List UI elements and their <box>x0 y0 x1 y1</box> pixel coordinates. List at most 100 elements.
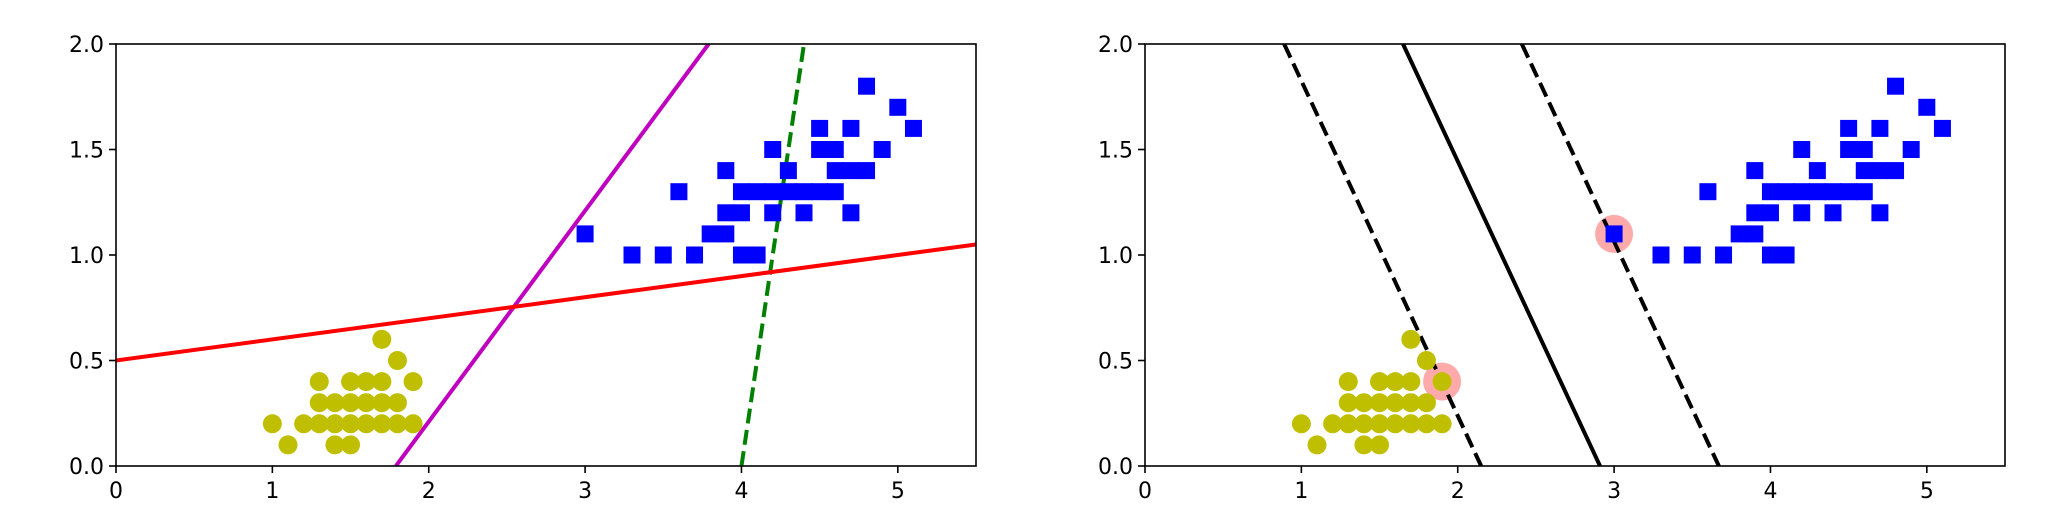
data-point-square <box>904 119 922 137</box>
data-point-circle <box>1354 393 1374 413</box>
data-point-square <box>686 246 704 264</box>
data-point-square <box>1699 183 1717 201</box>
data-point-circle <box>356 372 376 392</box>
data-point-square <box>1871 204 1889 222</box>
data-point-circle <box>262 414 282 434</box>
data-point-square <box>701 225 719 243</box>
solid-boundary-line <box>394 44 711 466</box>
data-point-square <box>1777 183 1795 201</box>
data-point-circle <box>309 414 329 434</box>
data-point-circle <box>341 414 361 434</box>
x-tick-label: 5 <box>1920 479 1934 504</box>
y-tick-label: 2.0 <box>69 33 104 58</box>
y-tick-label: 1.0 <box>1098 244 1133 269</box>
data-point-circle <box>1291 414 1311 434</box>
data-point-square <box>748 183 766 201</box>
y-tick-label: 1.5 <box>1098 139 1133 164</box>
data-point-circle <box>356 414 376 434</box>
x-tick-label: 4 <box>1763 479 1777 504</box>
data-point-square <box>858 77 876 95</box>
data-point-square <box>889 98 907 116</box>
data-point-square <box>779 162 797 180</box>
data-point-square <box>1855 183 1873 201</box>
x-tick-label: 1 <box>265 479 279 504</box>
data-point-square <box>732 183 750 201</box>
data-point-square <box>1840 119 1858 137</box>
data-point-circle <box>1385 372 1405 392</box>
data-point-square <box>654 246 672 264</box>
left-plot: 0 1 2 3 4 5 0.0 0.5 1.0 1.5 2.0 <box>69 33 977 504</box>
data-point-square <box>1605 225 1623 243</box>
dashed-boundary-line <box>1282 44 1483 466</box>
data-point-circle <box>341 435 361 455</box>
data-point-square <box>717 225 735 243</box>
data-point-circle <box>403 414 423 434</box>
y-tick-label: 0.5 <box>1098 350 1133 375</box>
data-point-circle <box>1416 414 1436 434</box>
data-point-circle <box>1354 414 1374 434</box>
data-point-circle <box>387 414 407 434</box>
data-point-square <box>873 141 891 158</box>
data-point-circle <box>278 435 298 455</box>
data-point-circle <box>1416 351 1436 370</box>
data-point-circle <box>372 414 392 434</box>
dashed-boundary-line <box>739 44 806 466</box>
data-point-circle <box>1370 393 1390 413</box>
data-point-square <box>764 183 782 201</box>
data-point-square <box>732 204 750 222</box>
data-point-square <box>795 183 813 201</box>
y-tick-label: 0.0 <box>1098 455 1133 480</box>
x-tick-label: 3 <box>1607 479 1621 504</box>
data-point-square <box>842 204 860 222</box>
data-point-square <box>717 204 735 222</box>
data-point-square <box>826 162 844 180</box>
plot-area <box>116 44 976 466</box>
axes-frame <box>1144 43 2006 467</box>
data-point-square <box>1840 141 1858 158</box>
data-point-square <box>1887 77 1905 95</box>
data-point-square <box>811 141 829 158</box>
data-point-square <box>1887 162 1905 180</box>
data-point-circle <box>372 372 392 392</box>
y-tick-label: 1.0 <box>69 244 104 269</box>
data-point-square <box>1652 246 1670 264</box>
data-point-square <box>1793 141 1811 158</box>
data-point-circle <box>341 393 361 413</box>
data-point-circle <box>1385 414 1405 434</box>
data-point-circle <box>294 414 314 434</box>
data-point-circle <box>403 372 423 392</box>
plot-area <box>1282 44 1951 466</box>
data-point-square <box>1761 204 1779 222</box>
data-point-circle <box>1370 435 1390 455</box>
data-point-square <box>1824 183 1842 201</box>
axes-frame <box>115 43 977 467</box>
data-point-square <box>858 162 876 180</box>
x-tick-label: 3 <box>578 479 592 504</box>
data-point-square <box>842 162 860 180</box>
data-point-circle <box>1401 372 1421 392</box>
data-point-circle <box>1370 414 1390 434</box>
data-point-square <box>1918 98 1936 116</box>
x-tick-label: 4 <box>734 479 748 504</box>
data-point-circle <box>356 393 376 413</box>
data-point-square <box>764 204 782 222</box>
data-point-square <box>1871 119 1889 137</box>
x-tick-label: 2 <box>422 479 436 504</box>
solid-boundary-line <box>1401 44 1602 466</box>
data-point-circle <box>309 372 329 392</box>
data-point-square <box>1871 162 1889 180</box>
y-tick-label: 0.5 <box>69 350 104 375</box>
data-point-circle <box>1401 414 1421 434</box>
data-point-circle <box>372 329 392 349</box>
data-point-square <box>1824 204 1842 222</box>
right-plot: 0 1 2 3 4 5 0.0 0.5 1.0 1.5 2.0 <box>1098 33 2006 504</box>
data-point-circle <box>372 393 392 413</box>
x-tick-label: 5 <box>891 479 905 504</box>
data-point-square <box>623 246 641 264</box>
data-point-square <box>1683 246 1701 264</box>
data-point-circle <box>1432 414 1452 434</box>
solid-boundary-line <box>116 242 976 363</box>
data-point-circle <box>1338 393 1358 413</box>
y-tick-label: 0.0 <box>69 455 104 480</box>
